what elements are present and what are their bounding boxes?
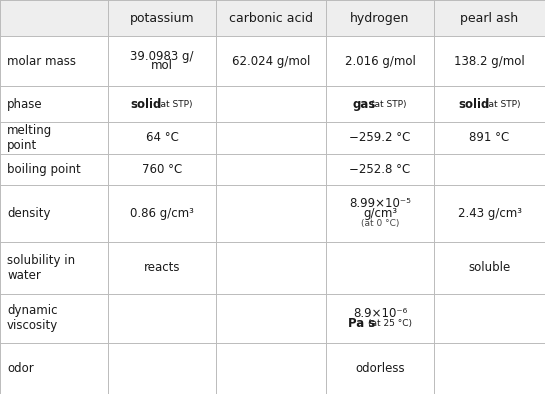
Text: hydrogen: hydrogen: [350, 12, 410, 24]
Text: odor: odor: [7, 362, 34, 375]
Text: 891 °C: 891 °C: [469, 132, 510, 144]
Text: 8.99×10⁻⁵: 8.99×10⁻⁵: [349, 197, 411, 210]
Text: solid: solid: [131, 98, 162, 110]
Text: carbonic acid: carbonic acid: [229, 12, 313, 24]
Text: 138.2 g/mol: 138.2 g/mol: [454, 55, 525, 67]
Text: −252.8 °C: −252.8 °C: [349, 163, 410, 176]
Text: 760 °C: 760 °C: [142, 163, 182, 176]
Text: gas: gas: [353, 98, 376, 110]
Text: 2.43 g/cm³: 2.43 g/cm³: [457, 207, 522, 220]
Text: (at 0 °C): (at 0 °C): [361, 219, 399, 228]
Text: potassium: potassium: [130, 12, 195, 24]
Text: g/cm³: g/cm³: [363, 207, 397, 220]
Text: Pa s: Pa s: [348, 317, 376, 330]
Text: (at STP): (at STP): [485, 100, 520, 108]
Text: density: density: [7, 207, 51, 220]
Bar: [0, 0, 545, 36]
Text: dynamic
viscosity: dynamic viscosity: [7, 304, 58, 332]
Text: 64 °C: 64 °C: [146, 132, 178, 144]
Text: 2.016 g/mol: 2.016 g/mol: [344, 55, 415, 67]
Text: (at STP): (at STP): [371, 100, 407, 108]
Text: soluble: soluble: [468, 262, 511, 274]
Text: 62.024 g/mol: 62.024 g/mol: [232, 55, 310, 67]
Text: pearl ash: pearl ash: [461, 12, 518, 24]
Text: 8.9×10⁻⁶: 8.9×10⁻⁶: [353, 307, 407, 320]
Text: molar mass: molar mass: [7, 55, 76, 67]
Text: mol: mol: [151, 59, 173, 72]
Text: reacts: reacts: [144, 262, 180, 274]
Text: (at STP): (at STP): [158, 100, 193, 108]
Text: (at 25 °C): (at 25 °C): [368, 319, 413, 328]
Text: odorless: odorless: [355, 362, 405, 375]
Text: melting
point: melting point: [7, 124, 52, 152]
Text: 0.86 g/cm³: 0.86 g/cm³: [130, 207, 194, 220]
Text: phase: phase: [7, 98, 43, 110]
Text: solid: solid: [458, 98, 489, 110]
Text: 39.0983 g/: 39.0983 g/: [130, 50, 194, 63]
Text: boiling point: boiling point: [7, 163, 81, 176]
Text: solubility in
water: solubility in water: [7, 254, 75, 282]
Text: −259.2 °C: −259.2 °C: [349, 132, 411, 144]
